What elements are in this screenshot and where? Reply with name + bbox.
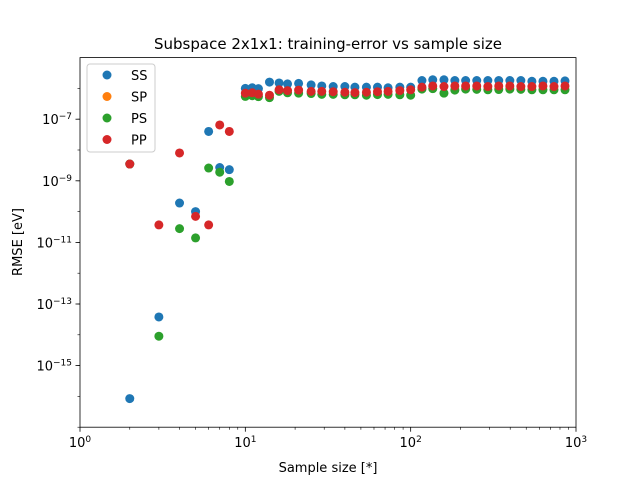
point-ss-27 <box>439 75 449 85</box>
point-ps-4 <box>204 163 214 173</box>
legend-marker-pp <box>102 135 112 144</box>
y-tick-label-0: 10−15 <box>36 359 72 375</box>
data-points <box>125 75 570 404</box>
y-axis-label: RMSE [eV] <box>11 208 26 276</box>
point-pp-37 <box>560 81 570 91</box>
y-axis-ticks: 10−15 10−13 10−11 10−9 10−7 <box>36 88 80 428</box>
point-pp-36 <box>549 82 559 92</box>
point-pp-18 <box>350 88 360 98</box>
legend-label-pp: PP <box>131 134 147 149</box>
y-tick-label-4: 10−7 <box>42 112 72 128</box>
point-ps-26 <box>439 88 449 98</box>
point-pp-16 <box>328 87 338 97</box>
point-ps-1 <box>154 331 164 341</box>
legend-label-ss: SS <box>131 69 148 84</box>
point-pp-15 <box>317 86 327 96</box>
point-pp-6 <box>224 126 234 136</box>
x-tick-label-1: 101 <box>234 435 256 451</box>
point-pp-0 <box>125 159 135 169</box>
point-pp-7 <box>240 88 250 98</box>
y-tick-label-2: 10−11 <box>36 235 72 251</box>
point-pp-21 <box>383 86 393 96</box>
point-pp-14 <box>306 86 316 96</box>
point-ss-26 <box>428 75 438 85</box>
legend-box <box>86 63 156 153</box>
x-tick-label-2: 102 <box>400 435 422 451</box>
point-ps-3 <box>191 233 201 243</box>
point-pp-1 <box>154 220 164 230</box>
legend: SS SP PS PP <box>86 63 156 153</box>
point-pp-31 <box>494 81 504 91</box>
point-pp-28 <box>461 81 471 91</box>
point-pp-12 <box>283 86 293 96</box>
point-pp-19 <box>361 87 371 97</box>
point-pp-26 <box>439 82 449 92</box>
x-tick-label-0: 100 <box>69 435 92 451</box>
point-pp-17 <box>340 87 350 97</box>
point-pp-11 <box>274 85 284 95</box>
chart-title: Subspace 2x1x1: training-error vs sample… <box>154 35 502 53</box>
point-pp-24 <box>417 82 427 92</box>
point-ss-1 <box>125 394 135 404</box>
y-tick-label-3: 10−9 <box>42 174 72 190</box>
point-pp-32 <box>505 81 515 91</box>
point-pp-25 <box>428 81 438 91</box>
legend-label-ps: PS <box>131 112 147 127</box>
point-ss-2 <box>154 312 164 322</box>
point-pp-33 <box>516 82 526 92</box>
point-pp-2 <box>175 148 185 158</box>
legend-marker-ps <box>102 113 112 123</box>
point-ss-11 <box>264 77 274 87</box>
legend-marker-ss <box>102 70 112 80</box>
legend-marker-sp <box>102 92 112 101</box>
point-pp-29 <box>472 81 482 91</box>
point-pp-13 <box>294 85 304 95</box>
point-pp-3 <box>191 211 201 221</box>
legend-label-sp: SP <box>131 91 147 106</box>
point-pp-27 <box>450 81 460 91</box>
point-pp-34 <box>527 82 537 92</box>
point-ps-5 <box>215 167 225 177</box>
y-tick-label-1: 10−13 <box>36 297 72 313</box>
point-ss-5 <box>204 126 214 136</box>
point-pp-10 <box>264 90 274 100</box>
point-ss-3 <box>175 198 185 208</box>
point-pp-9 <box>253 89 263 99</box>
point-ss-12 <box>274 78 284 88</box>
point-ss-7 <box>224 165 234 175</box>
point-pp-5 <box>215 120 225 130</box>
series-pp <box>125 81 570 230</box>
x-tick-label-3: 103 <box>565 435 587 451</box>
point-ss-15 <box>306 80 316 90</box>
point-ps-2 <box>175 224 185 234</box>
point-ss-25 <box>417 76 427 86</box>
point-pp-30 <box>483 82 493 92</box>
point-pp-35 <box>538 81 548 91</box>
point-pp-23 <box>406 85 416 95</box>
point-ss-13 <box>283 79 293 89</box>
point-pp-20 <box>372 87 382 97</box>
point-pp-22 <box>395 86 405 96</box>
x-axis-ticks: 100 101 102 103 <box>69 427 587 451</box>
point-pp-4 <box>204 220 214 230</box>
point-ss-14 <box>294 78 304 88</box>
point-ps-6 <box>224 176 234 186</box>
x-axis-label: Sample size [*] <box>279 461 378 476</box>
